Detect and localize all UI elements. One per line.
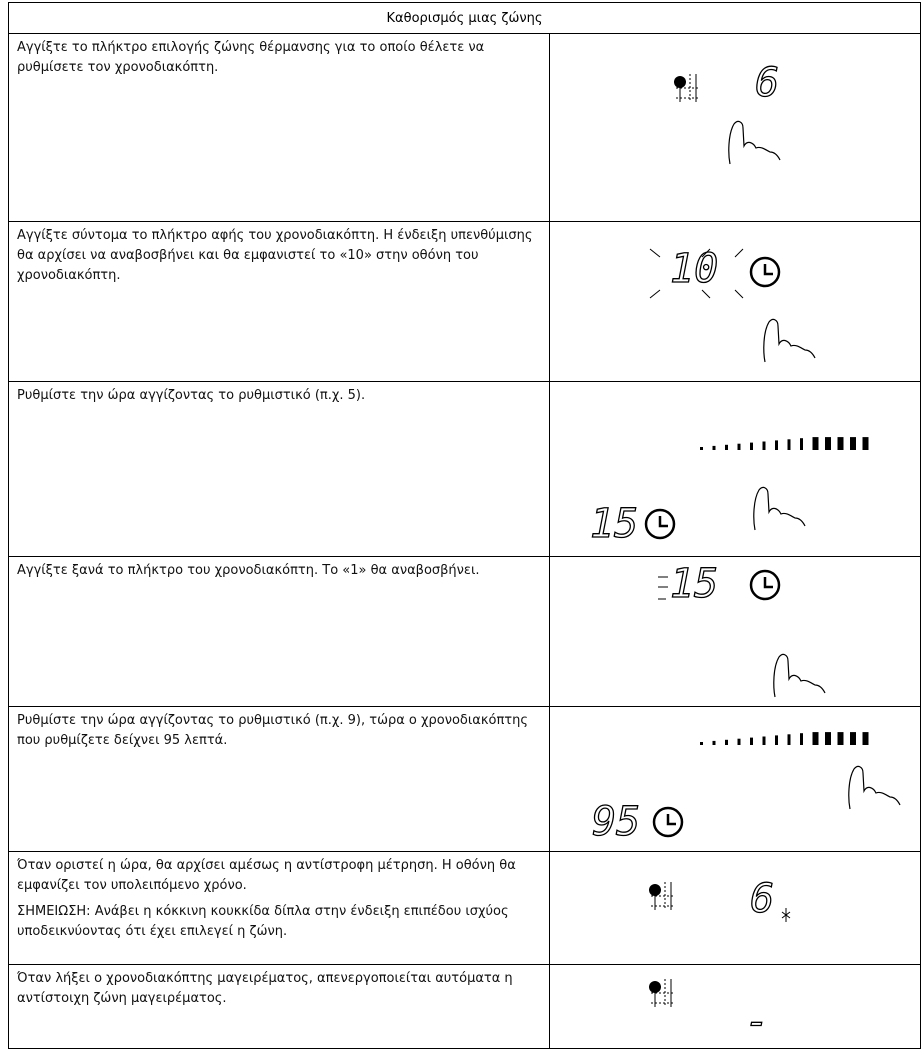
slider-segment (750, 737, 753, 745)
display-digits: 6 (755, 60, 779, 106)
display-digits: 15 (670, 561, 718, 607)
step-text: Ρυθμίστε την ώρα αγγίζοντας το ρυθμιστικ… (8, 381, 550, 557)
paragraph: Αγγίξτε σύντομα το πλήκτρο αφής του χρον… (17, 228, 533, 283)
slider-segment (750, 442, 753, 450)
display-digits: 10 (670, 246, 718, 292)
slider-segment (725, 444, 728, 450)
slider-segment (700, 447, 703, 450)
hand-icon (773, 653, 826, 698)
display-drawing: 15 (589, 437, 869, 548)
step-text: Όταν οριστεί η ώρα, θα αρχίσει αμέσως η … (8, 851, 550, 965)
blink-rays (649, 248, 744, 299)
paragraph: Όταν οριστεί η ώρα, θα αρχίσει αμέσως η … (17, 858, 516, 893)
slider-segment (837, 732, 844, 745)
slider-segment (825, 732, 831, 745)
display-drawing: 6 (673, 59, 781, 165)
paragraph: Ρυθμίστε την ώρα αγγίζοντας το ρυθμιστικ… (17, 713, 528, 748)
slider-segment (700, 742, 703, 745)
slider-segment (762, 736, 766, 745)
slider-segment (737, 443, 741, 450)
display-drawing: - (648, 978, 770, 1046)
slider-segment (812, 732, 819, 745)
step-text: Όταν λήξει ο χρονοδιακόπτης μαγειρέματος… (8, 964, 550, 1049)
slider-segment (737, 738, 741, 745)
hand-icon (728, 120, 781, 165)
paragraph: Ρυθμίστε την ώρα αγγίζοντας το ρυθμιστικ… (17, 388, 366, 403)
blink-marks (658, 576, 668, 600)
display-digits: - (745, 999, 769, 1045)
slider-segment (787, 734, 791, 745)
slider-segment (850, 437, 856, 450)
slider-segment (775, 735, 778, 745)
blink-rays (781, 908, 791, 922)
slider-segment (800, 733, 803, 745)
display-drawing: 10 (649, 245, 816, 363)
clock-icon (749, 256, 781, 288)
step-illustration: 15 (549, 381, 921, 557)
step-text: Αγγίξτε σύντομα το πλήκτρο αφής του χρον… (8, 221, 550, 382)
slider-segment (725, 739, 728, 745)
display-digits: 15 (590, 501, 638, 547)
step-illustration: 6 (549, 851, 921, 965)
slider-segment (862, 437, 869, 450)
slider-segment (712, 445, 716, 450)
display-digits: 95 (592, 799, 640, 845)
slider-segment (850, 732, 856, 745)
step-illustration: 10 (549, 221, 921, 382)
zone-icon (673, 73, 701, 103)
table-title: Καθορισμός μιας ζώνης (8, 2, 921, 34)
clock-icon (652, 806, 684, 838)
display-drawing: 15 (658, 560, 826, 698)
zone-icon (648, 978, 676, 1008)
display-drawing: 6 (648, 875, 791, 923)
slider-segment (787, 439, 791, 450)
paragraph: Αγγίξτε ξανά το πλήκτρο του χρονοδιακόπτ… (17, 563, 480, 578)
slider-segment (837, 437, 844, 450)
zone-icon (648, 881, 676, 911)
paragraph: Όταν λήξει ο χρονοδιακόπτης μαγειρέματος… (17, 971, 513, 1006)
slider-segment (775, 440, 778, 450)
step-illustration: - (549, 964, 921, 1049)
slider-segment (712, 740, 716, 745)
step-text: Αγγίξτε ξανά το πλήκτρο του χρονοδιακόπτ… (8, 556, 550, 707)
step-illustration: 15 (549, 556, 921, 707)
display-drawing: 95 (591, 732, 901, 846)
step-text: Ρυθμίστε την ώρα αγγίζοντας το ρυθμιστικ… (8, 706, 550, 852)
paragraph: Αγγίξτε το πλήκτρο επιλογής ζώνης θέρμαν… (17, 40, 485, 75)
hand-icon (753, 486, 806, 531)
slider-segment (762, 441, 766, 450)
slider-segment (812, 437, 819, 450)
clock-icon (644, 508, 676, 540)
hand-icon (763, 318, 816, 363)
step-illustration: 95 (549, 706, 921, 852)
steps-table: Καθορισμός μιας ζώνης Αγγίξτε το πλήκτρο… (8, 2, 921, 1049)
paragraph: ΣΗΜΕΙΩΣΗ: Ανάβει η κόκκινη κουκκίδα δίπλ… (17, 904, 509, 939)
step-text: Αγγίξτε το πλήκτρο επιλογής ζώνης θέρμαν… (8, 33, 550, 222)
step-illustration: 6 (549, 33, 921, 222)
display-digits: 6 (750, 876, 774, 922)
slider-segment (825, 437, 831, 450)
hand-icon (848, 765, 901, 810)
slider-segment (862, 732, 869, 745)
clock-icon (749, 569, 781, 601)
slider-segment (800, 438, 803, 450)
